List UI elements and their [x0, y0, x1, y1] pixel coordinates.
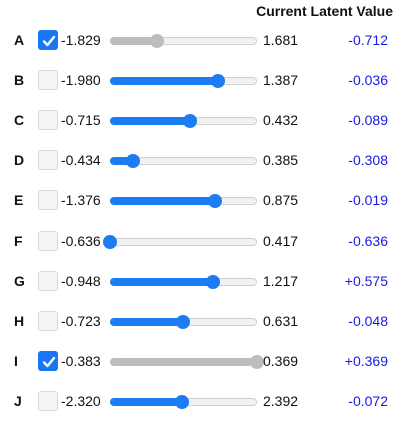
slider-max-value: 0.385 — [263, 152, 299, 169]
slider-thumb[interactable] — [103, 234, 117, 249]
latent-slider[interactable] — [109, 194, 258, 209]
latent-row-a: A -1.829 1.681 -0.712 — [0, 27, 400, 55]
lock-checkbox[interactable] — [38, 110, 58, 131]
latent-slider[interactable] — [103, 234, 258, 249]
latent-row-i: I -0.383 0.369 +0.369 — [0, 348, 400, 376]
slider-fill — [110, 277, 214, 286]
slider-fill — [110, 37, 157, 45]
row-label: A — [14, 32, 25, 48]
slider-fill — [110, 157, 133, 166]
slider-thumb[interactable] — [206, 274, 221, 289]
slider-max-value: 1.387 — [263, 72, 299, 89]
latent-row-g: G -0.948 1.217 +0.575 — [0, 268, 400, 296]
slider-min-value: -2.320 — [61, 392, 101, 409]
current-latent-value: -0.019 — [348, 192, 388, 209]
lock-checkbox[interactable] — [38, 270, 58, 291]
slider-fill — [110, 117, 191, 126]
lock-checkbox[interactable] — [38, 70, 58, 91]
slider-max-value: 0.631 — [263, 312, 299, 329]
latent-row-j: J -2.320 2.392 -0.072 — [0, 388, 400, 416]
slider-thumb[interactable] — [125, 154, 140, 169]
current-latent-value: -0.072 — [348, 392, 388, 409]
slider-thumb[interactable] — [211, 74, 226, 89]
current-latent-value: -0.712 — [348, 32, 388, 48]
latent-slider[interactable] — [109, 34, 258, 48]
latent-row-f: F -0.636 0.417 -0.636 — [0, 228, 400, 256]
slider-fill — [110, 197, 215, 206]
checkmark-icon — [42, 35, 56, 47]
slider-max-value: 1.681 — [263, 32, 299, 48]
slider-fill — [110, 397, 183, 406]
row-label: F — [14, 232, 23, 249]
current-latent-value: +0.575 — [344, 272, 388, 289]
row-label: H — [14, 312, 25, 329]
slider-fill — [110, 77, 219, 86]
current-latent-value: +0.369 — [344, 352, 388, 369]
slider-min-value: -0.723 — [61, 312, 101, 329]
slider-track — [110, 237, 257, 246]
slider-min-value: -0.434 — [61, 152, 101, 169]
slider-fill — [110, 317, 184, 326]
slider-max-value: 0.432 — [263, 112, 299, 129]
row-label: I — [14, 352, 18, 369]
latent-row-e: E -1.376 0.875 -0.019 — [0, 187, 400, 215]
lock-checkbox[interactable] — [38, 30, 58, 50]
slider-min-value: -0.383 — [61, 352, 101, 369]
slider-thumb[interactable] — [207, 194, 222, 209]
slider-min-value: -1.829 — [61, 32, 101, 48]
latent-slider[interactable] — [109, 154, 258, 169]
latent-slider[interactable] — [109, 394, 258, 409]
row-label: C — [14, 112, 25, 129]
slider-min-value: -0.948 — [61, 272, 101, 289]
slider-thumb[interactable] — [250, 354, 264, 369]
row-label: G — [14, 272, 25, 289]
lock-checkbox[interactable] — [38, 150, 58, 171]
latent-slider[interactable] — [109, 114, 258, 129]
slider-fill — [110, 357, 257, 366]
slider-thumb[interactable] — [183, 114, 198, 129]
row-label: D — [14, 152, 25, 169]
current-latent-value: -0.036 — [348, 72, 388, 89]
lock-checkbox[interactable] — [38, 190, 58, 211]
slider-thumb[interactable] — [175, 394, 190, 409]
lock-checkbox[interactable] — [38, 310, 58, 331]
current-latent-value-header: Current Latent Value — [256, 3, 393, 19]
slider-max-value: 0.875 — [263, 192, 299, 209]
current-latent-value: -0.089 — [348, 112, 388, 129]
current-latent-value: -0.048 — [348, 312, 388, 329]
row-label: J — [14, 392, 22, 409]
latent-slider[interactable] — [109, 274, 258, 289]
current-latent-value: -0.636 — [348, 232, 388, 249]
slider-thumb[interactable] — [149, 34, 164, 48]
lock-checkbox[interactable] — [38, 390, 58, 411]
slider-max-value: 0.417 — [263, 232, 299, 249]
slider-max-value: 0.369 — [263, 352, 299, 369]
latent-slider[interactable] — [109, 354, 264, 369]
slider-min-value: -1.980 — [61, 72, 101, 89]
slider-max-value: 2.392 — [263, 392, 299, 409]
slider-min-value: -1.376 — [61, 192, 101, 209]
checkmark-icon — [42, 356, 56, 367]
lock-checkbox[interactable] — [38, 350, 58, 371]
latent-row-d: D -0.434 0.385 -0.308 — [0, 147, 400, 175]
row-label: E — [14, 192, 24, 209]
slider-max-value: 1.217 — [263, 272, 299, 289]
row-label: B — [14, 72, 25, 89]
latent-row-h: H -0.723 0.631 -0.048 — [0, 308, 400, 336]
lock-checkbox[interactable] — [38, 230, 58, 251]
latent-slider[interactable] — [109, 314, 258, 329]
latent-slider[interactable] — [109, 74, 258, 89]
current-latent-value: -0.308 — [348, 152, 388, 169]
latent-row-c: C -0.715 0.432 -0.089 — [0, 107, 400, 135]
slider-min-value: -0.636 — [61, 232, 101, 249]
slider-thumb[interactable] — [176, 314, 191, 329]
latent-row-b: B -1.980 1.387 -0.036 — [0, 67, 400, 95]
slider-min-value: -0.715 — [61, 112, 101, 129]
